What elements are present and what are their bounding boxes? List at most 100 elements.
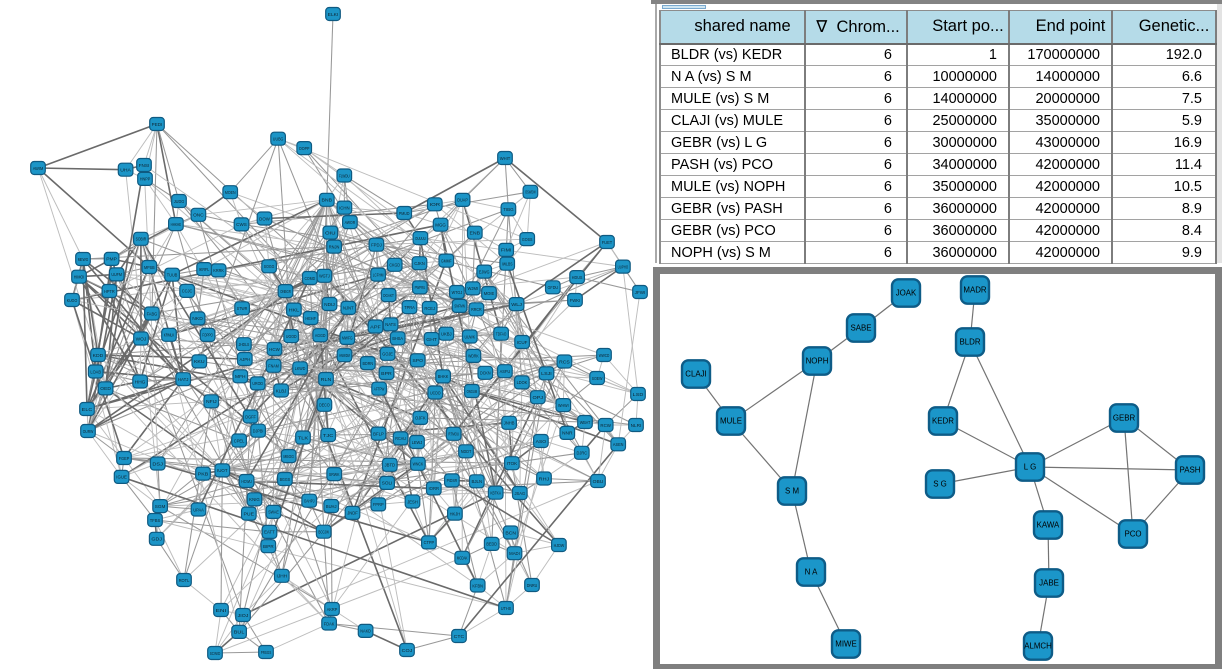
svg-text:ONC: ONC — [193, 213, 204, 218]
svg-text:KRRK: KRRK — [213, 268, 224, 273]
svg-text:UGOD: UGOD — [286, 334, 297, 339]
svg-text:OAHPJ: OAHPJ — [304, 499, 315, 504]
svg-text:UCDO: UCDO — [430, 390, 441, 395]
svg-text:WOJ: WOJ — [136, 336, 147, 341]
svg-text:SCWID: SCWID — [210, 651, 221, 656]
svg-text:TFBS: TFBS — [150, 518, 161, 523]
svg-text:FNAM: FNAM — [268, 364, 279, 369]
svg-text:HCWU: HCWU — [241, 479, 252, 484]
svg-text:UUWK: UUWK — [465, 334, 476, 339]
svg-text:WNCK: WNCK — [413, 462, 424, 467]
svg-text:COMD: COMD — [305, 276, 316, 281]
svg-text:WWCD: WWCD — [599, 353, 610, 358]
svg-text:FNSI: FNSI — [139, 163, 150, 168]
svg-text:SOGG: SOGG — [264, 264, 275, 269]
svg-text:IWLBS: IWLBS — [502, 262, 513, 267]
svg-text:JFWI: JFWI — [635, 290, 646, 295]
svg-text:TUUB: TUUB — [167, 273, 178, 278]
svg-text:FOPPO: FOPPO — [202, 333, 213, 338]
svg-text:BCN: BCN — [505, 530, 516, 535]
svg-text:FUET: FUET — [602, 240, 613, 245]
svg-text:KUGO: KUGO — [67, 298, 78, 303]
svg-text:JABE: JABE — [1039, 579, 1059, 588]
svg-text:MOIE: MOIE — [484, 291, 495, 296]
svg-text:DUAP: DUAP — [457, 198, 468, 203]
svg-text:WJMI: WJMI — [468, 286, 479, 291]
svg-text:UPAA: UPAA — [193, 507, 204, 512]
svg-text:ASFU: ASFU — [500, 369, 511, 374]
svg-text:JSAG: JSAG — [515, 491, 526, 496]
svg-text:ASO: ASO — [536, 439, 547, 444]
svg-text:SGM: SGM — [155, 504, 166, 509]
svg-text:OOPP: OOPP — [299, 146, 310, 151]
svg-text:MOEN: MOEN — [225, 190, 236, 195]
svg-text:RHJ: RHJ — [539, 476, 550, 481]
svg-text:AFTPW: AFTPW — [374, 387, 385, 392]
svg-text:ITOK: ITOK — [507, 461, 518, 466]
svg-text:HKL: HKL — [289, 307, 300, 312]
svg-text:HEHF: HEHF — [305, 316, 316, 321]
svg-text:OSWDW: OSWDW — [525, 190, 536, 195]
svg-text:NDIJ: NDIJ — [324, 302, 335, 307]
svg-text:HHKHE: HHKHE — [171, 222, 182, 227]
svg-text:WHWI: WHWI — [558, 403, 569, 408]
svg-text:DNRU: DNRU — [527, 583, 538, 588]
svg-text:ASEN: ASEN — [613, 442, 624, 447]
svg-text:MULE: MULE — [720, 417, 742, 426]
svg-text:OIU: OIU — [325, 230, 336, 235]
svg-text:CLAJI: CLAJI — [685, 370, 707, 379]
svg-text:TDFAO: TDFAO — [496, 332, 507, 337]
svg-text:WGTJ: WGTJ — [319, 274, 330, 279]
svg-text:KBTKA: KBTKA — [490, 491, 501, 496]
svg-text:PASH: PASH — [1180, 466, 1201, 475]
svg-text:TIBG: TIBG — [503, 207, 514, 212]
svg-text:PCO: PCO — [1124, 530, 1141, 539]
svg-text:ICHN: ICHN — [339, 205, 350, 210]
svg-text:MPSB: MPSB — [144, 265, 155, 270]
svg-text:PRSGS: PRSGS — [261, 650, 272, 655]
svg-text:TJC: TJC — [323, 433, 334, 438]
svg-text:HKJH: HKJH — [450, 511, 461, 516]
svg-text:MFH: MFH — [235, 374, 246, 379]
svg-text:DECO: DECO — [319, 403, 330, 408]
svg-text:ENI: ENI — [216, 608, 227, 613]
svg-text:FPRP: FPRP — [373, 502, 384, 507]
svg-text:WBAT: WBAT — [580, 420, 591, 425]
svg-text:L G: L G — [1024, 463, 1036, 472]
svg-text:CJKN: CJKN — [414, 261, 425, 266]
svg-text:IUOT: IUOT — [217, 468, 228, 473]
svg-text:RNJN: RNJN — [329, 244, 340, 249]
svg-text:OUUUU: OUUUU — [415, 236, 426, 241]
svg-text:WHIT: WHIT — [500, 156, 511, 161]
svg-text:BNB: BNB — [322, 198, 333, 203]
svg-text:PEDI: PEDI — [152, 122, 163, 127]
svg-text:MCDAK: MCDAK — [457, 556, 468, 561]
svg-text:WDRK: WDRK — [468, 354, 479, 359]
svg-text:RCAU: RCAU — [395, 436, 406, 441]
svg-text:KFBN: KFBN — [472, 583, 483, 588]
svg-text:BDRN: BDRN — [363, 361, 374, 366]
svg-text:RCS: RCS — [559, 359, 570, 364]
svg-text:JOAK: JOAK — [896, 289, 917, 298]
svg-text:RCEJ: RCEJ — [424, 306, 435, 311]
svg-text:BEDD: BEDD — [486, 542, 497, 547]
svg-text:HDUS: HDUS — [572, 275, 583, 280]
svg-text:TPRA: TPRA — [404, 305, 415, 310]
svg-text:JESH: JESH — [407, 499, 418, 504]
svg-text:MADR: MADR — [963, 286, 987, 295]
svg-text:DCKN: DCKN — [480, 371, 491, 376]
svg-text:NATS: NATS — [385, 322, 396, 327]
svg-text:JBTD: JBTD — [385, 463, 396, 468]
svg-text:ONBGR: ONBGR — [280, 289, 291, 294]
svg-text:HHG: HHG — [135, 379, 146, 384]
svg-text:AGGD: AGGD — [315, 333, 326, 338]
svg-text:SOLI: SOLI — [382, 481, 393, 486]
svg-text:MBGG: MBGG — [283, 454, 294, 459]
svg-text:SWAE: SWAE — [268, 510, 279, 515]
svg-text:IOR: IOR — [430, 202, 441, 207]
svg-text:JNDF: JNDF — [347, 511, 358, 516]
svg-text:TLK: TLK — [298, 435, 309, 440]
svg-text:ENB: ENB — [470, 231, 481, 236]
svg-text:S M: S M — [785, 487, 799, 496]
svg-text:KRMLK: KRMLK — [164, 333, 175, 338]
